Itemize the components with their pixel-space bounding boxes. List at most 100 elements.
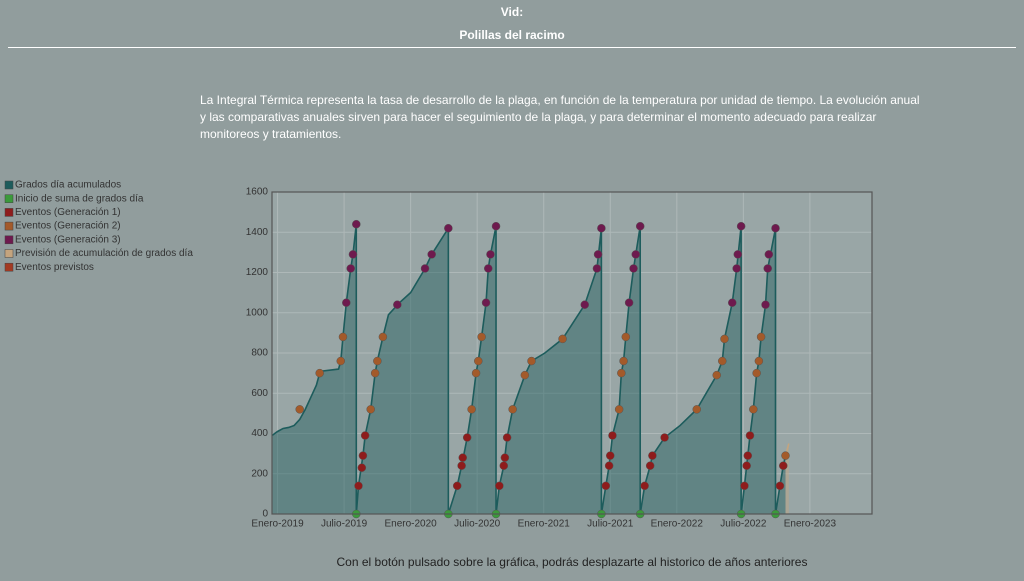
legend-label: Eventos previstos [15, 262, 94, 273]
event-marker [378, 332, 388, 342]
event-marker [366, 405, 375, 414]
event-marker [733, 250, 743, 259]
event-marker [745, 431, 755, 440]
subtitle: Polillas del racimo [459, 28, 565, 42]
event-marker [771, 223, 780, 233]
event-marker [481, 298, 491, 307]
plot-border [271, 191, 873, 515]
event-marker [420, 264, 430, 273]
event-marker [740, 481, 749, 491]
event-marker [732, 264, 741, 273]
event-marker [619, 356, 628, 366]
event-marker [486, 250, 495, 259]
event-marker [452, 481, 462, 491]
legend-swatch [4, 180, 14, 190]
y-tick-label: 1600 [246, 187, 269, 198]
event-marker [346, 264, 355, 273]
legend-label: Eventos (Generación 1) [15, 207, 121, 218]
event-marker [645, 461, 655, 470]
event-marker [593, 250, 603, 259]
event-marker [635, 221, 645, 231]
event-marker [471, 368, 481, 378]
event-marker [608, 431, 617, 440]
legend-label: Eventos (Generación 3) [15, 234, 121, 245]
event-marker [763, 264, 772, 273]
event-marker [580, 300, 590, 309]
event-marker [728, 298, 737, 307]
event-marker [558, 334, 567, 344]
event-marker [500, 453, 510, 462]
event-marker [357, 463, 367, 472]
event-marker [295, 405, 304, 414]
event-marker [354, 481, 363, 491]
event-marker [775, 481, 785, 491]
y-tick-label: 1200 [246, 267, 269, 278]
event-marker [491, 221, 501, 231]
event-marker [457, 461, 466, 470]
legend-swatch [4, 194, 14, 203]
event-marker [499, 461, 509, 470]
event-marker [660, 433, 669, 442]
legend-swatch [4, 221, 14, 231]
event-marker [742, 461, 751, 470]
event-marker [527, 356, 536, 366]
event-marker [597, 223, 606, 233]
y-tick-label: 0 [262, 509, 268, 520]
area-fill [272, 224, 786, 514]
event-marker [756, 332, 766, 342]
x-tick-label: Enero-2020 [384, 519, 437, 530]
x-tick-label: Julio-2020 [454, 519, 501, 530]
event-marker [640, 481, 649, 491]
x-tick-label: Julio-2021 [587, 519, 634, 530]
event-marker [520, 370, 530, 380]
legend-label: Previsión de acumulación de grados día [15, 248, 193, 259]
chart[interactable]: 0 200 400 600 800 1000 1200 1400 1600 Enero-2019 J… [0, 0, 1024, 550]
event-marker [614, 405, 624, 414]
event-marker [712, 370, 721, 380]
legend-swatch [4, 249, 14, 258]
event-marker [484, 264, 493, 273]
y-tick-label: 1000 [246, 307, 269, 318]
event-marker [495, 481, 504, 491]
y-tick-label: 1400 [246, 227, 269, 238]
event-marker [736, 221, 746, 231]
event-marker [360, 431, 370, 440]
legend-label: Inicio de suma de grados día [15, 193, 144, 204]
y-tick-label: 200 [251, 468, 268, 479]
x-tick-label: Enero-2022 [651, 519, 704, 530]
event-marker [592, 264, 602, 273]
event-marker [315, 368, 324, 378]
y-tick-label: 600 [251, 388, 268, 399]
x-tick-label: Julio-2022 [720, 519, 767, 530]
event-marker [692, 405, 702, 414]
event-marker [467, 405, 476, 414]
event-marker [761, 300, 770, 309]
event-marker [474, 356, 483, 366]
legend-swatch [4, 208, 14, 217]
event-marker [781, 451, 790, 460]
x-tick-label: Enero-2023 [784, 519, 837, 530]
event-marker [427, 250, 436, 259]
event-marker [617, 368, 626, 378]
event-marker [370, 368, 380, 378]
x-tick-label: Enero-2019 [251, 519, 304, 530]
event-marker [458, 453, 468, 462]
footer-note: Con el botón pulsado sobre la gráfica, p… [336, 555, 808, 569]
event-marker [477, 332, 486, 342]
legend-label: Grados día acumulados [15, 180, 121, 191]
event-marker [601, 481, 611, 491]
event-marker [629, 264, 638, 273]
event-marker [444, 223, 453, 233]
x-tick-label: Enero-2021 [518, 519, 571, 530]
x-tick-label: Julio-2019 [321, 519, 368, 530]
legend-swatch [4, 262, 14, 272]
y-tick-label: 400 [251, 428, 268, 439]
event-marker [336, 356, 346, 366]
title: Vid: [500, 5, 524, 19]
event-marker [743, 451, 753, 460]
event-marker [720, 334, 729, 344]
event-marker [352, 219, 361, 229]
event-marker [462, 433, 472, 442]
area-fill [785, 443, 789, 514]
